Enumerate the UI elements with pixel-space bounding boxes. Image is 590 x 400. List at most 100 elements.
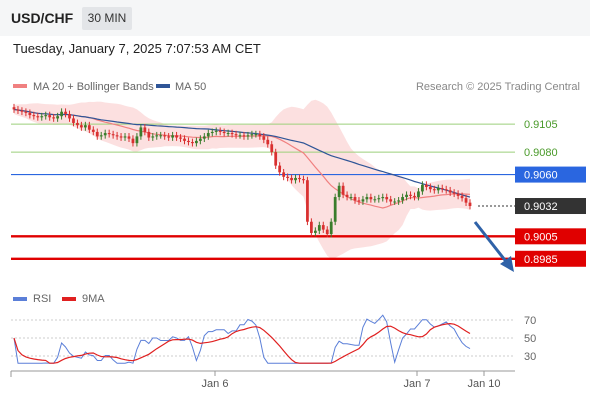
candle bbox=[365, 193, 369, 203]
candle bbox=[321, 221, 325, 233]
candle-body bbox=[24, 111, 28, 113]
candle-body bbox=[72, 118, 75, 123]
candle bbox=[52, 113, 56, 122]
candle-body bbox=[298, 177, 301, 180]
candle bbox=[64, 108, 67, 118]
candle-body bbox=[242, 135, 246, 137]
candle bbox=[119, 133, 123, 141]
candle-body bbox=[345, 194, 349, 198]
candle bbox=[405, 191, 408, 201]
candle bbox=[40, 112, 44, 121]
candle bbox=[139, 124, 143, 140]
candle-body bbox=[44, 115, 48, 117]
candle bbox=[413, 192, 416, 201]
candle bbox=[28, 109, 32, 119]
candle-body bbox=[183, 138, 186, 141]
candle bbox=[432, 185, 436, 194]
level-label-notch bbox=[515, 166, 521, 183]
candle bbox=[373, 195, 377, 203]
candle-body bbox=[83, 125, 87, 128]
level-label-1: 0.9080 bbox=[524, 147, 558, 159]
candle bbox=[234, 130, 238, 139]
ma50-line bbox=[13, 108, 471, 198]
candle bbox=[36, 112, 40, 121]
candle bbox=[191, 138, 194, 147]
candle bbox=[393, 198, 397, 205]
candle bbox=[131, 135, 135, 147]
candle bbox=[175, 131, 178, 141]
candle bbox=[258, 130, 262, 140]
candle bbox=[230, 129, 234, 138]
candle bbox=[91, 126, 95, 136]
candle bbox=[369, 193, 373, 203]
candle-body bbox=[290, 177, 293, 181]
rsi-tick-50: 50 bbox=[524, 333, 536, 345]
level-lines: 0.9105 0.9080 0.9060 0.9032 0.9005 0.8985 bbox=[11, 119, 586, 267]
candle-body bbox=[210, 131, 214, 134]
candle bbox=[202, 133, 206, 143]
candle bbox=[357, 197, 361, 205]
candle-body bbox=[424, 184, 428, 187]
candle bbox=[381, 193, 385, 202]
candle bbox=[107, 129, 111, 138]
candle-body bbox=[187, 140, 190, 143]
candle-body bbox=[389, 199, 393, 202]
rsi-ma-legend-label: 9MA bbox=[82, 293, 105, 305]
candle-body bbox=[56, 116, 60, 119]
datetime-label: Tuesday, January 7, 2025 7:07:53 AM CET bbox=[13, 41, 261, 56]
candle-body bbox=[246, 135, 250, 137]
candle bbox=[278, 162, 282, 176]
candle bbox=[115, 131, 119, 140]
candle-body bbox=[12, 107, 16, 110]
candle-body bbox=[68, 113, 71, 119]
candle-body bbox=[286, 176, 289, 178]
candle bbox=[262, 133, 266, 144]
candle-body bbox=[310, 221, 313, 233]
candle-body bbox=[36, 116, 40, 118]
timeframe-button[interactable]: 30 MIN bbox=[82, 7, 132, 30]
candle-body bbox=[95, 131, 99, 137]
candle bbox=[341, 182, 345, 199]
candle-body bbox=[417, 191, 420, 198]
candle bbox=[306, 176, 309, 226]
candle bbox=[123, 133, 127, 141]
candle bbox=[424, 181, 428, 191]
candle-body bbox=[440, 188, 444, 190]
candle bbox=[274, 148, 278, 169]
candle-body bbox=[409, 194, 412, 196]
candle bbox=[32, 111, 36, 120]
candle-body bbox=[302, 179, 305, 181]
candle-body bbox=[456, 193, 460, 196]
candle bbox=[428, 183, 432, 193]
candle-body bbox=[313, 230, 317, 233]
candle bbox=[353, 193, 357, 204]
candle bbox=[147, 128, 151, 141]
candle-body bbox=[80, 125, 83, 128]
candle bbox=[270, 140, 274, 156]
candle bbox=[218, 127, 222, 136]
candle-body bbox=[353, 197, 357, 201]
candle bbox=[159, 131, 163, 139]
candle-body bbox=[337, 185, 341, 198]
candle-body bbox=[131, 138, 135, 144]
candle-body bbox=[325, 229, 329, 235]
level-label-box bbox=[515, 198, 586, 215]
candle bbox=[48, 111, 52, 121]
candle-body bbox=[123, 136, 127, 138]
candle bbox=[72, 115, 75, 127]
candle-body bbox=[448, 190, 452, 193]
candle bbox=[242, 131, 246, 140]
candle bbox=[24, 108, 28, 117]
candle-body bbox=[155, 135, 159, 137]
candle bbox=[294, 174, 297, 184]
candle bbox=[163, 131, 167, 140]
forecast-arrow-head bbox=[500, 256, 514, 272]
rsi-tick-30: 30 bbox=[524, 351, 536, 363]
candle bbox=[456, 190, 460, 200]
candle-body bbox=[266, 139, 270, 145]
candle bbox=[282, 168, 286, 181]
rsi-panel: 70 50 30 bbox=[11, 314, 536, 365]
candle-body bbox=[421, 184, 424, 192]
candle-body bbox=[159, 135, 163, 137]
candle-body bbox=[234, 134, 238, 136]
